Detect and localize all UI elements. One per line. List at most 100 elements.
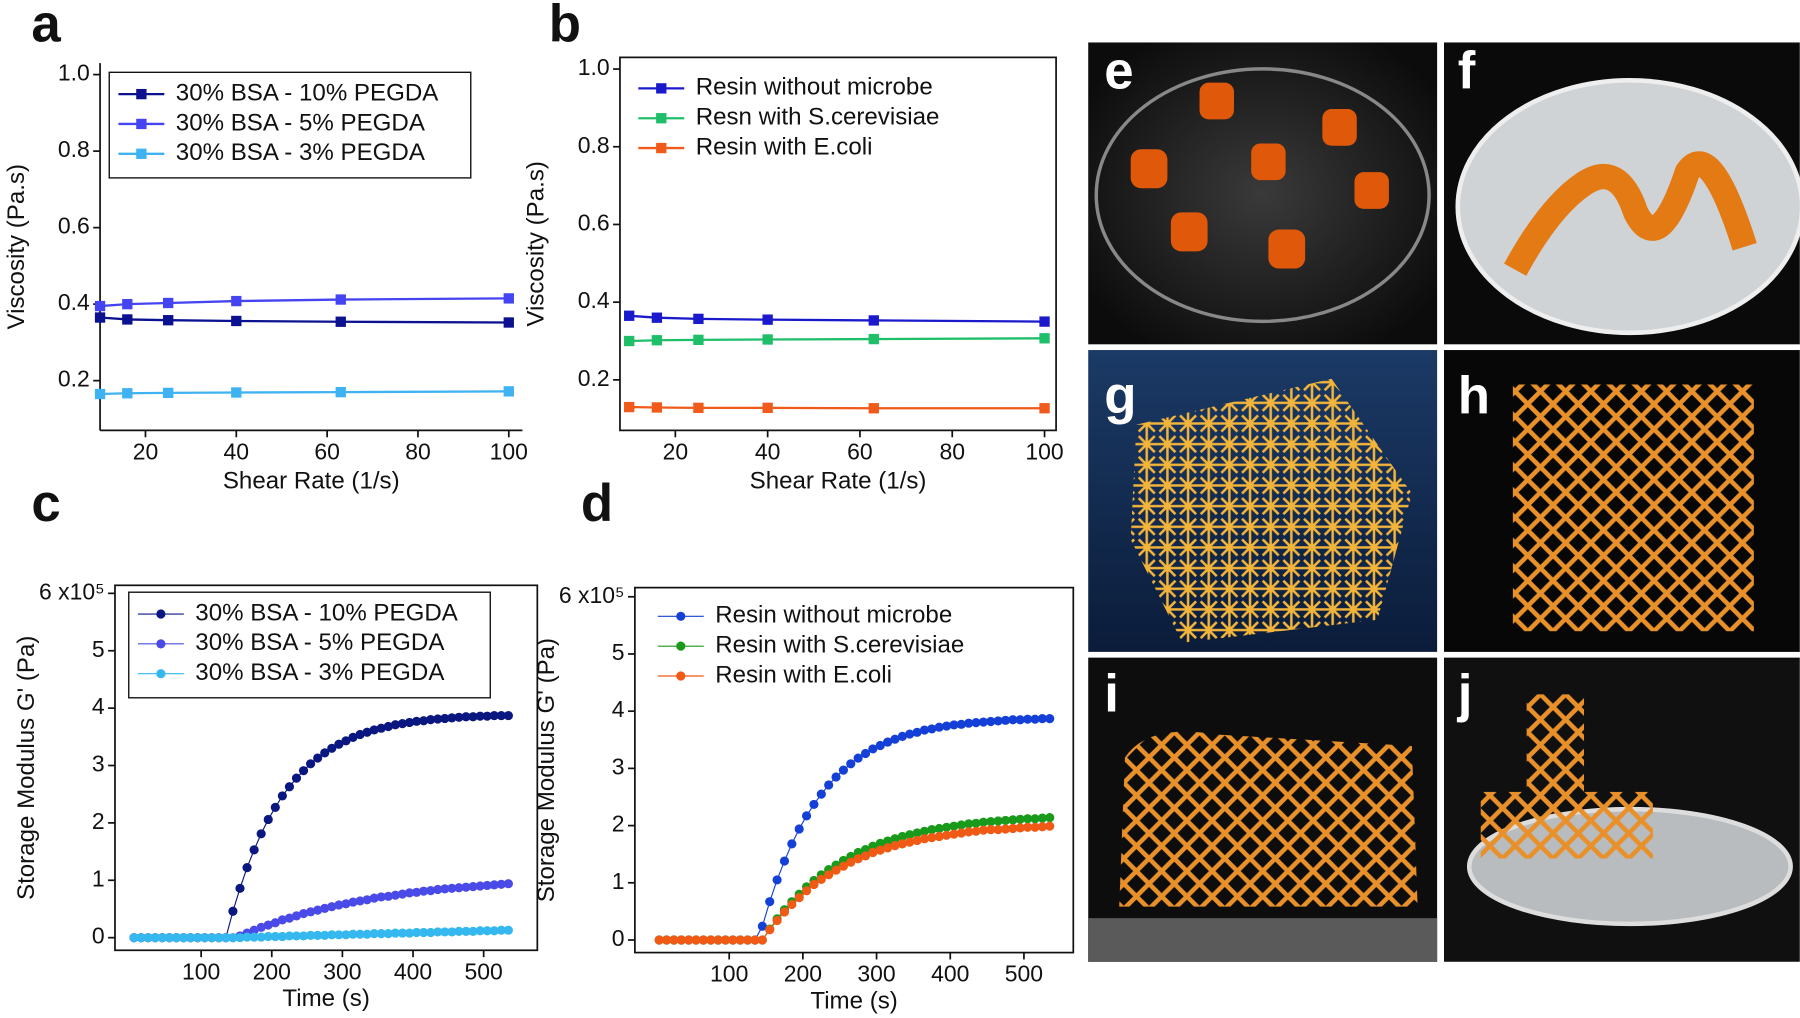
data-point: [1039, 333, 1050, 344]
data-point: [787, 899, 797, 910]
data-point: [263, 931, 273, 942]
data-point: [875, 838, 885, 848]
data-point: [376, 892, 386, 902]
data-point: [868, 847, 878, 858]
y-axis-title: Viscosity (Pa.s): [3, 164, 30, 330]
data-point: [355, 929, 365, 939]
data-point: [860, 748, 871, 759]
data-point: [454, 883, 464, 893]
data-point: [949, 829, 959, 839]
x-tick-label: 100: [710, 961, 748, 987]
y-axis-title: Storage Modulus G' (Pa): [533, 638, 560, 902]
data-point: [772, 915, 782, 926]
data-point: [277, 915, 287, 925]
data-point: [122, 314, 133, 325]
y-tick-label: 0.4: [578, 287, 610, 313]
series-line: [659, 825, 1050, 941]
dish: [1094, 67, 1431, 324]
data-point: [824, 780, 834, 790]
data-point: [684, 935, 694, 945]
data-point: [129, 933, 139, 943]
y-tick-label: 1.0: [578, 54, 610, 80]
data-point: [369, 725, 379, 735]
x-tick-label: 400: [394, 958, 432, 984]
series-line: [629, 314, 1045, 323]
data-point: [433, 714, 443, 724]
data-point: [661, 935, 672, 945]
data-point: [447, 927, 457, 937]
legend-label: Resn with S.cerevisiae: [696, 104, 940, 131]
data-point: [411, 716, 422, 726]
data-point: [334, 739, 344, 749]
data-point: [454, 926, 464, 936]
data-point: [934, 831, 944, 842]
data-point: [277, 931, 287, 942]
x-tick-label: 100: [490, 438, 528, 464]
data-point: [440, 884, 450, 894]
data-point: [1023, 822, 1033, 832]
data-point: [242, 932, 252, 942]
data-point: [335, 294, 346, 305]
data-point: [890, 834, 900, 844]
data-point: [383, 891, 393, 901]
data-point: [912, 828, 922, 838]
data-point: [853, 847, 863, 858]
series-line: [629, 405, 1045, 410]
legend-marker: [676, 611, 686, 621]
photo-panels: e f g h i j: [1088, 42, 1800, 962]
data-point: [956, 828, 966, 838]
data-point: [362, 895, 372, 905]
data-point: [426, 886, 436, 896]
x-tick-label: 60: [314, 438, 340, 464]
tube: [1119, 731, 1418, 907]
legend-marker: [156, 639, 166, 649]
data-point: [897, 839, 907, 849]
data-point: [178, 933, 189, 943]
data-point: [853, 753, 863, 763]
x-tick-label: 20: [663, 438, 689, 464]
data-point: [1037, 813, 1047, 823]
legend-marker: [156, 669, 166, 679]
data-point: [949, 821, 959, 831]
data-point: [934, 722, 944, 732]
y-tick-label: 5: [612, 639, 625, 665]
data-point: [624, 335, 635, 347]
y-tick-label: 6 x10⁵: [39, 578, 105, 604]
data-point: [964, 819, 974, 829]
x-tick-label: 100: [1025, 438, 1063, 464]
data-point: [397, 719, 408, 729]
data-point: [94, 388, 106, 400]
x-tick-label: 400: [931, 961, 969, 987]
data-point: [291, 773, 302, 783]
data-point: [341, 736, 351, 746]
legend-marker: [676, 671, 686, 681]
data-point: [750, 935, 760, 945]
y-tick-label: 4: [612, 696, 625, 722]
photo-label: f: [1458, 42, 1476, 101]
x-tick-label: 80: [939, 438, 965, 464]
data-point: [794, 824, 804, 834]
x-tick-label: 200: [784, 961, 822, 987]
data-point: [447, 883, 457, 893]
y-tick-label: 0.2: [578, 365, 610, 391]
data-point: [482, 711, 492, 721]
data-point: [986, 825, 996, 835]
data-point: [1015, 814, 1025, 824]
data-point: [231, 387, 242, 398]
x-axis-title: Shear Rate (1/s): [750, 467, 927, 494]
data-point: [503, 925, 513, 935]
data-point: [284, 931, 295, 941]
data-point: [419, 716, 429, 726]
legend-label: Resin with S.cerevisiae: [715, 632, 964, 659]
x-tick-label: 200: [253, 958, 291, 984]
data-point: [846, 759, 856, 769]
data-point: [482, 880, 492, 891]
data-point: [94, 312, 106, 323]
data-point: [496, 710, 506, 721]
panel-label: d: [581, 474, 613, 533]
x-tick-label: 20: [133, 438, 159, 464]
data-point: [919, 826, 930, 836]
data-point: [883, 737, 893, 747]
data-point: [231, 315, 242, 327]
series-line: [659, 817, 1050, 941]
